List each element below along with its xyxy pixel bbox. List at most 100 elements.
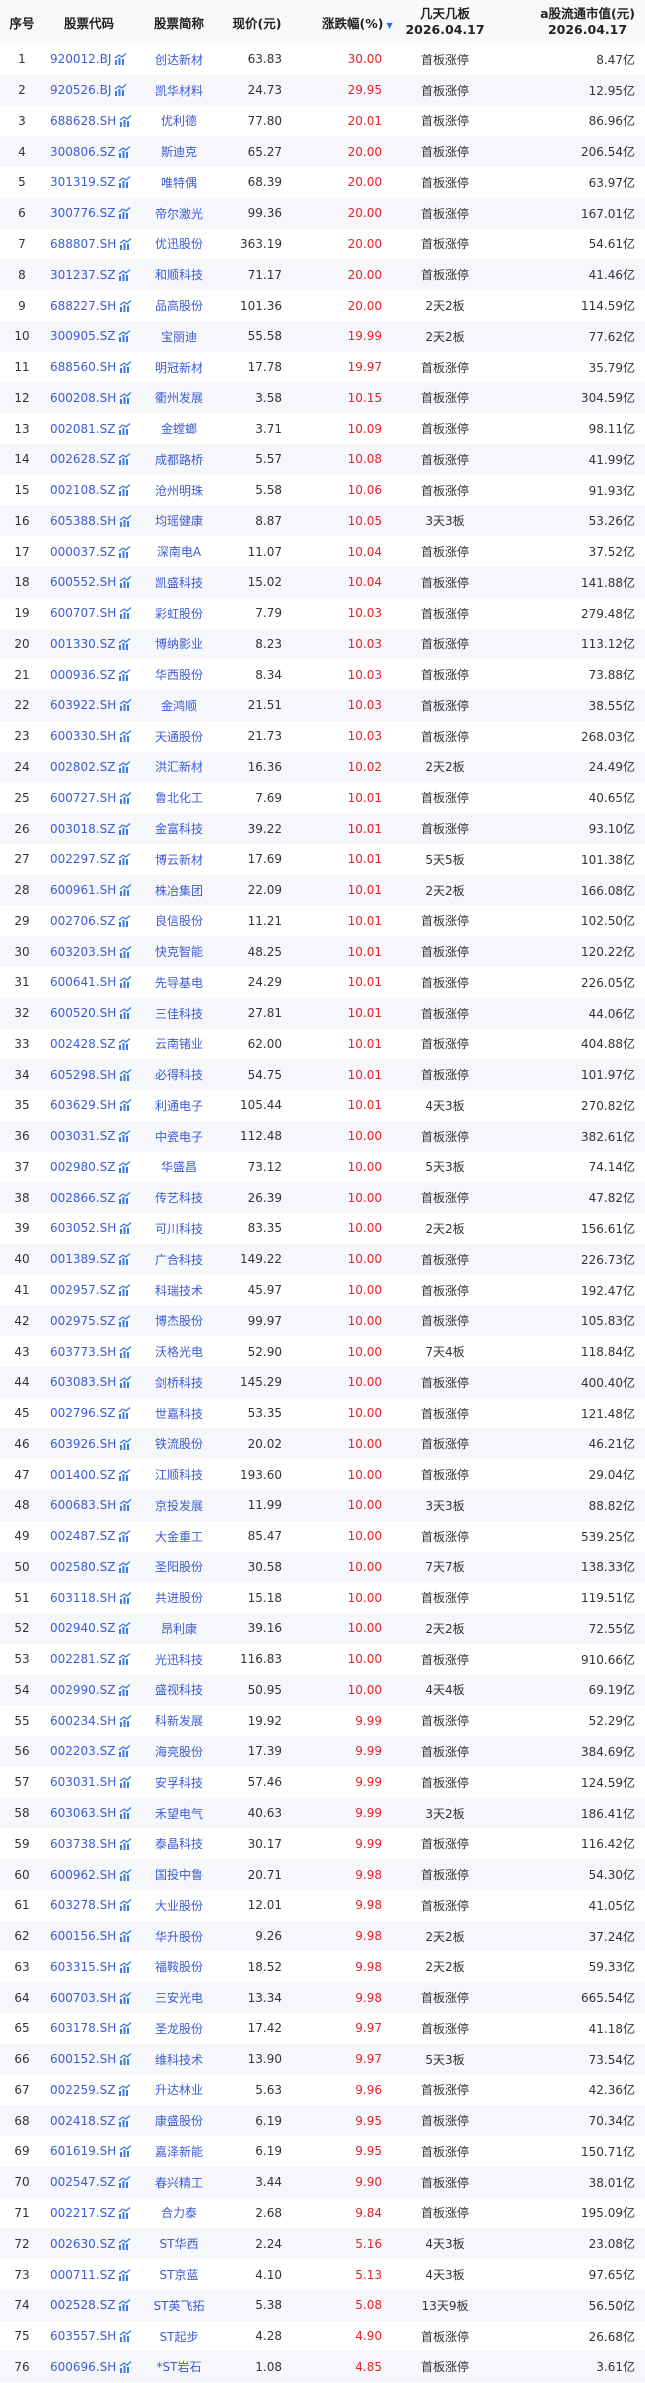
stock-code-link[interactable]: 002980.SZ [50,1159,116,1174]
table-row[interactable]: 30 603203.SH 快克智能 48.25 10.01 首板涨停 120.22亿 [0,936,645,967]
stock-name[interactable]: 沃格光电 [154,1345,203,1360]
trend-chart-icon[interactable] [119,945,132,958]
table-row[interactable]: 2 920526.BJ 凯华材料 24.73 29.95 首板涨停 12.95亿 [0,74,645,106]
table-row[interactable]: 40 001389.SZ 广合科技 149.22 10.00 首板涨停 226.73亿 [0,1243,645,1275]
trend-chart-icon[interactable] [118,1622,131,1635]
stock-name[interactable]: 宝丽迪 [160,329,197,344]
stock-name[interactable]: 成都路桥 [154,452,203,467]
table-row[interactable]: 21 000936.SZ 华西股份 8.34 10.03 首板涨停 73.88亿 [0,659,645,690]
table-row[interactable]: 47 001400.SZ 江顺科技 193.60 10.00 首板涨停 29.04亿 [0,1459,645,1490]
table-row[interactable]: 37 002980.SZ 华盛昌 73.12 10.00 5天3板 74.14亿 [0,1152,645,1183]
header-name[interactable]: 股票简称 [153,15,204,31]
trend-chart-icon[interactable] [119,1776,132,1789]
stock-code-link[interactable]: 688560.SH [50,360,117,375]
table-row[interactable]: 43 603773.SH 沃格光电 52.90 10.00 7天4板 118.84亿 [0,1336,645,1367]
stock-code-link[interactable]: 600961.SH [50,883,117,898]
trend-chart-icon[interactable] [119,976,132,989]
trend-chart-icon[interactable] [119,730,132,743]
trend-chart-icon[interactable] [119,791,132,804]
table-row[interactable]: 53 002281.SZ 光迅科技 116.83 10.00 首板涨停 910.66亿 [0,1644,645,1675]
stock-code-link[interactable]: 600520.SH [50,1006,117,1021]
stock-code-link[interactable]: 002418.SZ [50,2113,116,2128]
table-row[interactable]: 33 002428.SZ 云南锗业 62.00 10.01 首板涨停 404.88亿 [0,1029,645,1060]
table-row[interactable]: 60 600962.SH 国投中鲁 20.71 9.98 首板涨停 54.30亿 [0,1859,645,1890]
stock-name[interactable]: 共进股份 [154,1591,203,1606]
table-row[interactable]: 9 688227.SH 品高股份 101.36 20.00 2天2板 114.59亿 [0,290,645,321]
stock-code-link[interactable]: 600234.SH [50,1713,117,1728]
stock-code-link[interactable]: 603922.SH [50,698,117,713]
stock-name[interactable]: 康盛股份 [154,2114,203,2129]
trend-chart-icon[interactable] [118,545,131,558]
stock-name[interactable]: 博云新材 [154,852,203,867]
table-row[interactable]: 72 002630.SZ ST华西 2.24 5.16 4天3板 23.08亿 [0,2228,645,2260]
table-row[interactable]: 50 002580.SZ 圣阳股份 30.58 10.00 7天7板 138.33亿 [0,1551,645,1583]
stock-name[interactable]: 深南电A [156,545,202,560]
stock-code-link[interactable]: 600208.SH [50,390,117,405]
table-row[interactable]: 4 300806.SZ 斯迪克 65.27 20.00 首板涨停 206.54亿 [0,136,645,168]
stock-name[interactable]: 凯盛科技 [154,575,203,590]
stock-name[interactable]: 株冶集团 [154,883,203,898]
trend-chart-icon[interactable] [118,668,131,681]
stock-code-link[interactable]: 001389.SZ [50,1252,116,1267]
stock-name[interactable]: 品高股份 [154,299,203,313]
stock-code-link[interactable]: 301319.SZ [50,175,116,190]
stock-code-link[interactable]: 603052.SH [50,1221,117,1236]
table-row[interactable]: 35 603629.SH 利通电子 105.44 10.01 4天3板 270.82亿 [0,1090,645,1121]
trend-chart-icon[interactable] [118,637,131,650]
table-row[interactable]: 25 600727.SH 鲁北化工 7.69 10.01 首板涨停 40.65亿 [0,782,645,813]
stock-name[interactable]: 利通电子 [154,1098,203,1113]
stock-code-link[interactable]: 003018.SZ [50,821,116,836]
stock-name[interactable]: 彩虹股份 [154,606,203,621]
trend-chart-icon[interactable] [118,330,131,343]
trend-chart-icon[interactable] [118,1160,131,1173]
trend-chart-icon[interactable] [118,207,131,220]
trend-chart-icon[interactable] [119,2053,132,2066]
stock-code-link[interactable]: 002428.SZ [50,1036,116,1051]
trend-chart-icon[interactable] [118,1407,131,1420]
stock-name[interactable]: 昂利康 [160,1621,197,1636]
trend-chart-icon[interactable] [118,760,131,773]
stock-name[interactable]: 华升股份 [154,1929,203,1944]
trend-chart-icon[interactable] [119,299,132,312]
trend-chart-icon[interactable] [118,2083,131,2096]
stock-name[interactable]: 华西股份 [154,668,203,683]
stock-code-link[interactable]: 002203.SZ [50,1744,116,1759]
trend-chart-icon[interactable] [118,484,131,497]
stock-code-link[interactable]: 002630.SZ [50,2236,116,2251]
table-row[interactable]: 51 603118.SH 共进股份 15.18 10.00 首板涨停 119.51亿 [0,1582,645,1613]
stock-name[interactable]: 金鸿顺 [160,698,197,713]
stock-name[interactable]: 光迅科技 [154,1652,203,1667]
header-price[interactable]: 现价(元) [232,15,282,31]
stock-name[interactable]: 圣龙股份 [154,2021,203,2036]
header-change[interactable]: 涨跌幅(%) ▼ [282,13,393,32]
trend-chart-icon[interactable] [118,145,131,158]
stock-code-link[interactable]: 002297.SZ [50,852,116,867]
stock-name[interactable]: 维科技术 [154,2052,203,2067]
trend-chart-icon[interactable] [118,422,131,435]
table-row[interactable]: 41 002957.SZ 科瑞技术 45.97 10.00 首板涨停 192.47亿 [0,1275,645,1306]
trend-chart-icon[interactable] [119,1345,132,1358]
stock-name[interactable]: 广合科技 [154,1252,203,1267]
trend-chart-icon[interactable] [119,1899,132,1912]
table-row[interactable]: 7 688807.SH 优迅股份 363.19 20.00 首板涨停 54.61亿 [0,229,645,260]
trend-chart-icon[interactable] [118,1037,131,1050]
trend-chart-icon[interactable] [118,1745,131,1758]
stock-code-link[interactable]: 600683.SH [50,1498,117,1513]
stock-code-link[interactable]: 600962.SH [50,1867,117,1882]
stock-name[interactable]: 剑桥科技 [154,1375,203,1390]
table-row[interactable]: 27 002297.SZ 博云新材 17.69 10.01 5天5板 101.38亿 [0,844,645,875]
stock-code-link[interactable]: 600696.SH [50,2359,117,2374]
trend-chart-icon[interactable] [119,1991,132,2004]
stock-code-link[interactable]: 920012.BJ [50,52,112,67]
stock-code-link[interactable]: 603083.SH [50,1375,117,1390]
stock-name[interactable]: 鲁北化工 [154,791,203,806]
trend-chart-icon[interactable] [118,853,131,866]
stock-name[interactable]: 明冠新材 [154,360,203,375]
trend-chart-icon[interactable] [118,1191,131,1204]
stock-code-link[interactable]: 603926.SH [50,1436,117,1451]
stock-name[interactable]: 优利德 [160,114,197,129]
stock-code-link[interactable]: 603315.SH [50,1959,117,1974]
table-row[interactable]: 44 603083.SH 剑桥科技 145.29 10.00 首板涨停 400.40亿 [0,1366,645,1398]
table-row[interactable]: 69 601619.SH 嘉泽新能 6.19 9.95 首板涨停 150.71亿 [0,2136,645,2167]
trend-chart-icon[interactable] [118,2176,131,2189]
